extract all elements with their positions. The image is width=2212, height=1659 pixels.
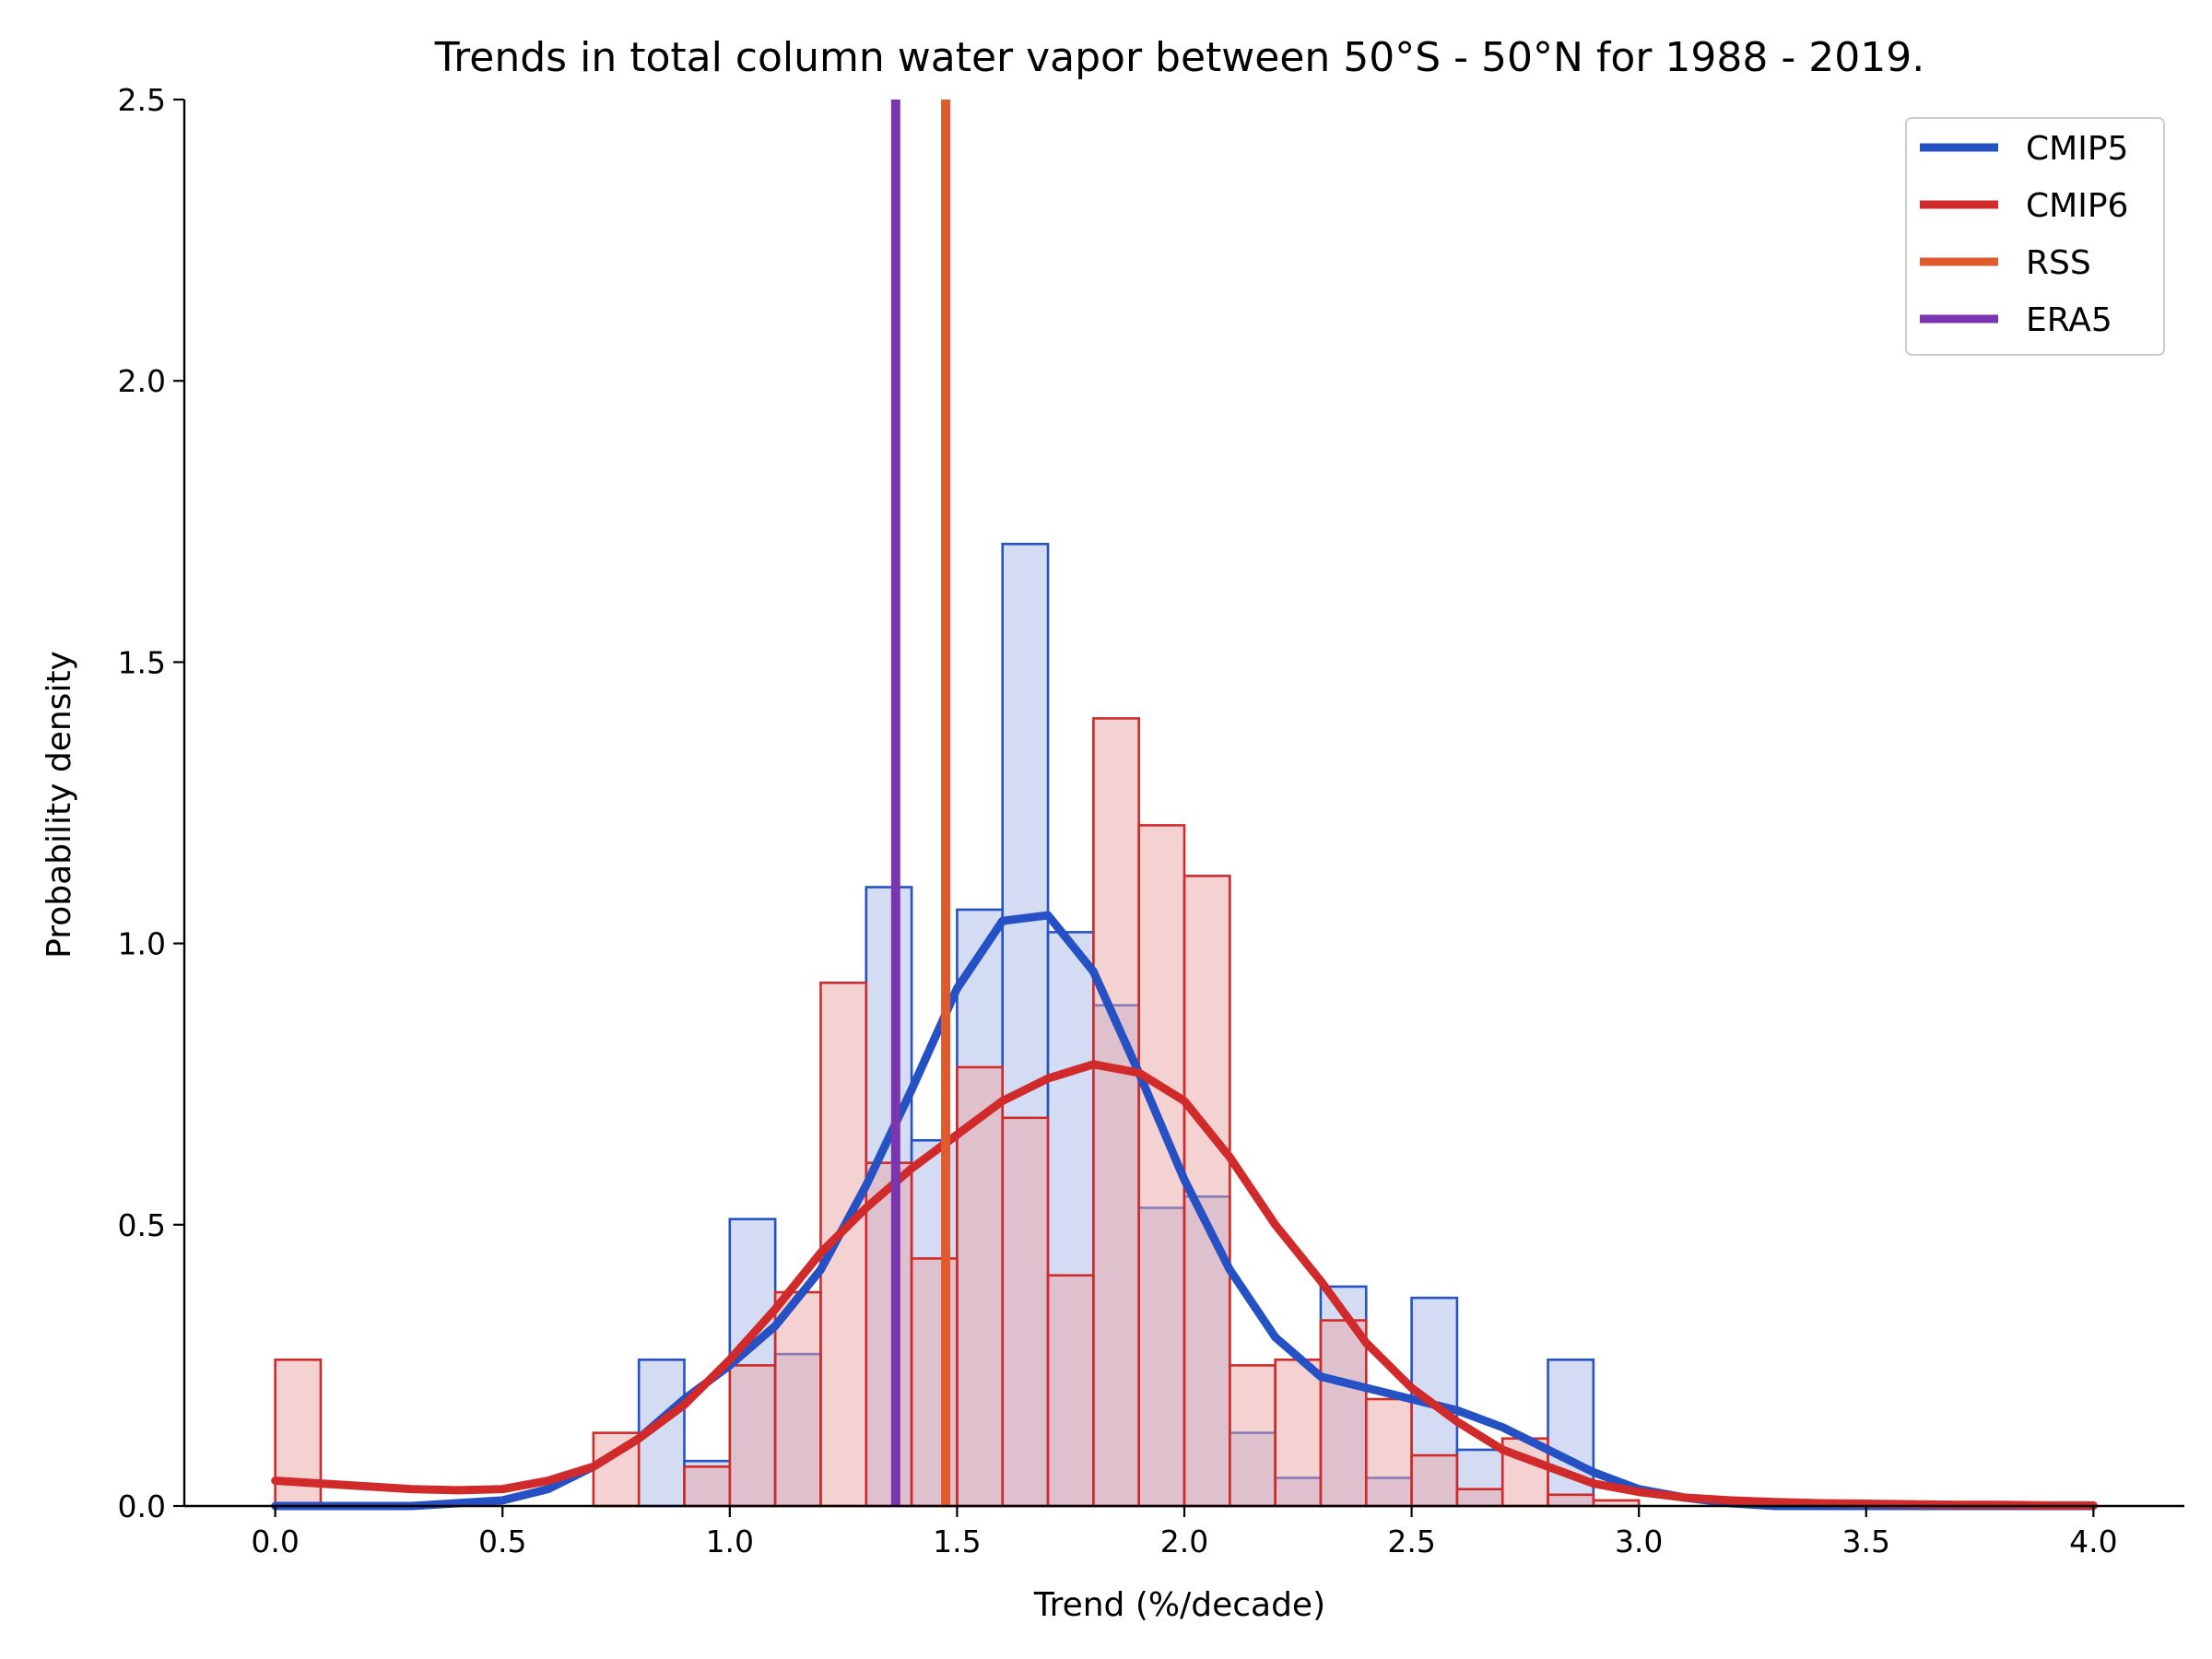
cmip6-hist-bar — [1364, 1397, 1413, 1508]
legend: CMIP5 CMIP6 RSS ERA5 — [1905, 117, 2165, 356]
x-tick-label: 2.5 — [1387, 1524, 1435, 1559]
x-tick-label: 2.0 — [1160, 1524, 1208, 1559]
cmip6-hist-bar — [1229, 1364, 1277, 1508]
legend-box — [1905, 117, 2165, 356]
cmip6-hist-bar — [1046, 1274, 1095, 1508]
x-tick-label: 1.0 — [706, 1524, 754, 1559]
x-tick-label: 0.5 — [478, 1524, 526, 1559]
cmip6-hist-bar — [865, 1161, 913, 1508]
x-tick-label: 3.5 — [1842, 1524, 1890, 1559]
legend-label-cmip5: CMIP5 — [2026, 130, 2128, 168]
x-tick-label: 0.0 — [251, 1524, 299, 1559]
cmip6-hist-bar — [1274, 1358, 1323, 1508]
cmip6-hist-bar — [728, 1364, 777, 1508]
y-tick-label: 2.0 — [118, 363, 166, 399]
y-tick-label: 2.5 — [118, 82, 166, 118]
chart-title: Trends in total column water vapor betwe… — [434, 34, 1924, 81]
cmip6-hist-bar — [1001, 1116, 1050, 1508]
legend-label-cmip6: CMIP6 — [2026, 187, 2128, 225]
reference-line-layer — [890, 100, 951, 1506]
axes: 0.0 0.5 1.0 1.5 2.0 2.5 3.0 3.5 4.0 0.0 0.5 1.0 1.5 2… — [118, 82, 2184, 1559]
x-axis-label: Trend (%/decade) — [1033, 1586, 1325, 1624]
histogram-layer — [274, 542, 1641, 1508]
cmip6-hist-bar — [683, 1465, 732, 1508]
cmip6-hist-bar — [1547, 1493, 1595, 1508]
x-tick-label: 3.0 — [1615, 1524, 1663, 1559]
cmip6-hist-bar — [1092, 717, 1140, 1508]
cmip6-density-line — [271, 1060, 2098, 1510]
y-tick-label: 0.0 — [118, 1488, 166, 1524]
y-tick-label: 1.5 — [118, 644, 166, 680]
y-tick-label: 1.0 — [118, 926, 166, 962]
cmip6-hist-bar — [1410, 1453, 1459, 1508]
cmip6-hist-bar — [1455, 1488, 1504, 1508]
x-tick-label: 1.5 — [933, 1524, 981, 1559]
y-tick-label: 0.5 — [118, 1207, 166, 1243]
cmip6-hist-bar — [773, 1290, 822, 1508]
cmip6-hist-bar — [1319, 1319, 1368, 1508]
x-tick-label: 4.0 — [2069, 1524, 2117, 1559]
legend-label-rss: RSS — [2026, 244, 2091, 282]
legend-label-era5: ERA5 — [2026, 301, 2112, 339]
y-axis-label: Probability density — [41, 651, 78, 959]
